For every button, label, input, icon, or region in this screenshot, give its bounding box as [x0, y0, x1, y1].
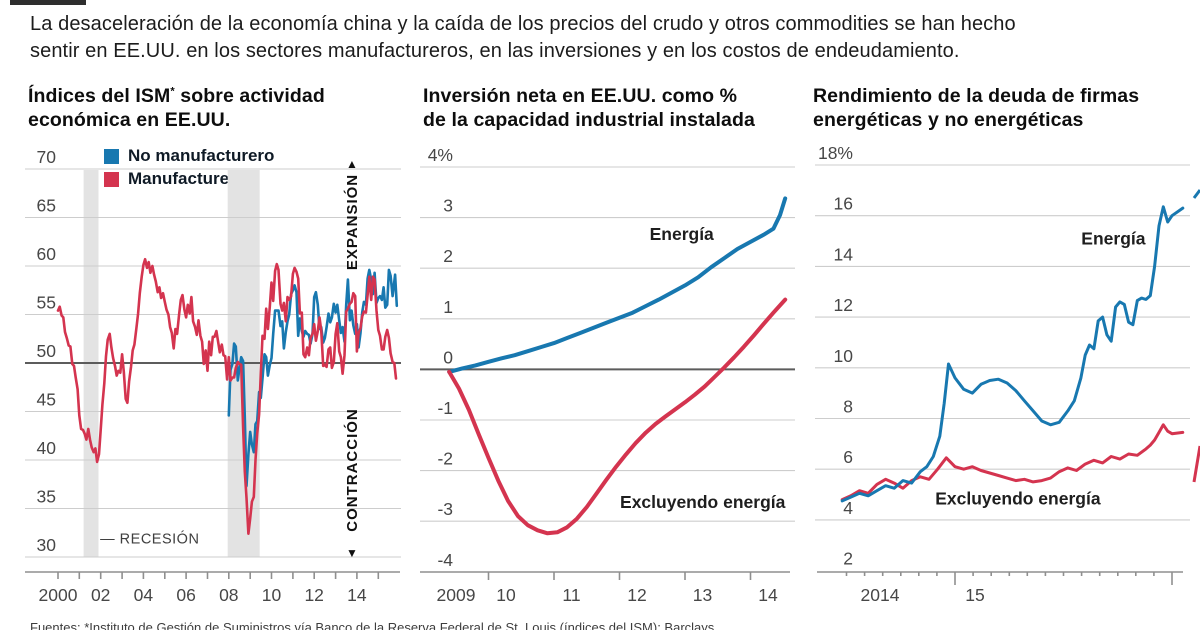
contraction-arrow-icon: ▼	[346, 546, 358, 560]
x-tick-label: 13	[693, 585, 712, 605]
x-tick-label: 14	[758, 585, 778, 605]
cropped-blue-line-stub	[1192, 189, 1200, 199]
y-tick-label: 10	[834, 346, 854, 366]
y-tick-label: 35	[37, 487, 56, 507]
series-label: Energía	[1081, 229, 1145, 249]
legend-item-manufacturero: Manufacturero	[104, 170, 274, 188]
legend-swatch-red-icon	[104, 171, 119, 187]
y-tick-label: 4%	[428, 145, 453, 165]
y-tick-label: 50	[37, 341, 57, 361]
series-excluyendo-energia	[840, 423, 1185, 502]
recession-label: — RECESIÓN	[100, 531, 199, 548]
series-label: Energía	[650, 224, 714, 244]
y-tick-label: 0	[443, 347, 453, 367]
chart-ism: 2000 02 04 06 08 10 12 14 70 65 60 55 50 45 40 35 30 — RE…	[25, 147, 401, 605]
legend-item-no-manufacturero: No manufacturero	[104, 147, 274, 165]
chart-title-ism-text: Índices del ISM	[28, 85, 171, 107]
x-tick-label: 14	[347, 585, 367, 605]
y-tick-label: 2	[443, 246, 453, 266]
y-tick-label: 1	[443, 297, 453, 317]
x-tick-label: 2009	[437, 585, 476, 605]
y-tick-label: 30	[37, 535, 57, 555]
x-tick-label: 11	[562, 585, 580, 605]
intro-line-1: La desaceleración de la economía china y…	[30, 13, 1016, 35]
y-tick-label: 3	[443, 196, 453, 216]
x-tick-label: 12	[627, 585, 646, 605]
chart-title-ism-rest: sobre actividad económica en EE.UU.	[28, 85, 325, 131]
series-manufacturero	[56, 257, 398, 536]
cropped-adjacent-panel-fragment	[1192, 189, 1200, 483]
y-tick-label: 45	[37, 390, 56, 410]
chart-title-yields: Rendimiento de la deuda de firmas energé…	[813, 85, 1140, 131]
intro-text: La desaceleración de la economía china y…	[30, 11, 1016, 65]
y-tick-label: 65	[37, 196, 56, 216]
contraction-label: CONTRACCIÓN	[343, 408, 361, 532]
chart-title-ism: Índices del ISM* sobre actividad económi…	[28, 84, 368, 132]
legend-label-manufacturero: Manufacturero	[128, 169, 247, 188]
x-tick-label: 15	[965, 585, 984, 605]
cropped-header-artifact	[10, 0, 86, 5]
series-label: Excluyendo energía	[935, 488, 1101, 508]
expansion-label: EXPANSIÓN	[343, 174, 361, 270]
y-tick-label: 16	[834, 194, 853, 214]
y-tick-label: 60	[37, 244, 57, 264]
legend-label-no-manufacturero: No manufacturero	[128, 146, 275, 165]
expansion-arrow-icon: ▲	[346, 157, 358, 171]
y-tick-label: 40	[37, 438, 57, 458]
chart-inv: 2009 10 11 12 13 144%3210-1-2-3-4EnergíaExclu…	[420, 145, 795, 605]
series-energia	[447, 196, 788, 374]
y-tick-label: 6	[843, 447, 853, 467]
series-energia	[840, 205, 1185, 503]
chart-title-investment: Inversión neta en EE.UU. como % de la ca…	[423, 85, 755, 131]
ism-legend: No manufacturero Manufacturero	[104, 147, 274, 193]
y-tick-label: -1	[437, 398, 453, 418]
footnote-marker: *	[170, 85, 175, 98]
x-tick-label: 2014	[861, 585, 900, 605]
x-tick-label: 10	[496, 585, 516, 605]
y-tick-label: 70	[37, 147, 57, 167]
y-tick-label: 18%	[818, 143, 853, 163]
series-label: Excluyendo energía	[620, 492, 786, 512]
x-tick-label: 04	[134, 585, 154, 605]
x-tick-label: 10	[262, 585, 282, 605]
intro-line-2: sentir en EE.UU. en los sectores manufac…	[30, 40, 960, 62]
x-tick-label: 06	[176, 585, 195, 605]
legend-swatch-blue-icon	[104, 148, 119, 164]
y-tick-label: 55	[37, 293, 56, 313]
series-excluyendo-energia	[447, 297, 788, 536]
chart-yld: 2014 15 18% 16 14 12 10 8 6 4 2 Energía Excluyendo e…	[815, 143, 1190, 605]
x-tick-label: 2000	[39, 585, 78, 605]
y-tick-label: -2	[437, 449, 453, 469]
x-tick-label: 02	[91, 585, 110, 605]
x-tick-label: 12	[304, 585, 323, 605]
y-tick-label: -4	[437, 550, 453, 570]
x-tick-label: 08	[219, 585, 238, 605]
y-tick-label: 14	[834, 244, 854, 264]
y-tick-label: 2	[843, 549, 853, 569]
y-tick-label: 12	[834, 295, 853, 315]
y-tick-label: 4	[843, 498, 853, 518]
cropped-red-line-stub	[1192, 445, 1200, 483]
y-tick-label: -3	[437, 499, 453, 519]
source-note: Fuentes: *Instituto de Gestión de Sumini…	[30, 620, 715, 630]
y-tick-label: 8	[843, 397, 853, 417]
